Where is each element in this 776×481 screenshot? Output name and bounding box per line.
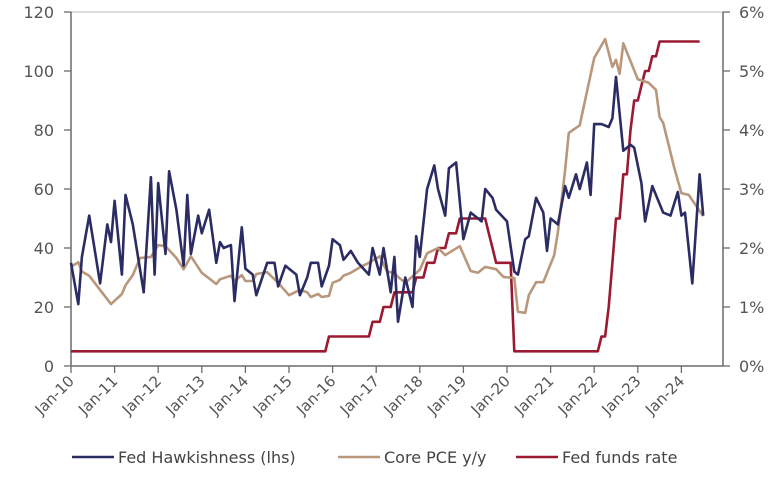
right-tick-label: 5% (739, 62, 764, 81)
left-tick-label: 100 (23, 62, 54, 81)
x-tick-label: Jan-18 (380, 372, 427, 419)
x-tick-label: Jan-23 (598, 372, 645, 419)
right-tick-label: 2% (739, 239, 764, 258)
left-tick-label: 60 (34, 180, 54, 199)
x-tick-label: Jan-11 (74, 372, 121, 419)
left-tick-label: 40 (34, 239, 54, 258)
x-tick-label: Jan-13 (162, 372, 209, 419)
legend-label-fed-hawkishness: Fed Hawkishness (lhs) (118, 448, 296, 467)
left-tick-label: 0 (44, 357, 54, 376)
x-tick-label: Jan-12 (118, 372, 165, 419)
legend: Fed Hawkishness (lhs) Core PCE y/y Fed fun… (72, 448, 677, 467)
x-tick-label: Jan-22 (554, 372, 601, 419)
x-tick-label: Jan-20 (467, 372, 514, 419)
right-tick-label: 4% (739, 121, 764, 140)
x-tick-label: Jan-16 (292, 372, 339, 419)
core-pce-line (70, 37, 705, 315)
x-tick-label: Jan-14 (205, 372, 252, 419)
left-tick-label: 20 (34, 298, 54, 317)
left-tick-label: 120 (23, 3, 54, 22)
axes: 0204060801001200%1%2%3%4%5%6%Jan-10Jan-1… (23, 3, 764, 419)
x-tick-label: Jan-17 (336, 372, 383, 419)
legend-label-fed-funds-rate: Fed funds rate (562, 448, 677, 467)
right-tick-label: 1% (739, 298, 764, 317)
right-tick-label: 0% (739, 357, 764, 376)
x-tick-label: Jan-19 (423, 372, 470, 419)
x-tick-label: Jan-21 (510, 372, 557, 419)
left-tick-label: 80 (34, 121, 54, 140)
right-tick-label: 3% (739, 180, 764, 199)
right-tick-label: 6% (739, 3, 764, 22)
x-tick-label: Jan-15 (249, 372, 296, 419)
x-tick-label: Jan-24 (641, 372, 688, 419)
legend-label-core-pce: Core PCE y/y (384, 448, 486, 467)
x-tick-label: Jan-10 (31, 372, 78, 419)
fed-funds-rate-line (71, 40, 700, 353)
fed-hawkishness-line (69, 75, 705, 324)
series-lines (69, 37, 705, 353)
